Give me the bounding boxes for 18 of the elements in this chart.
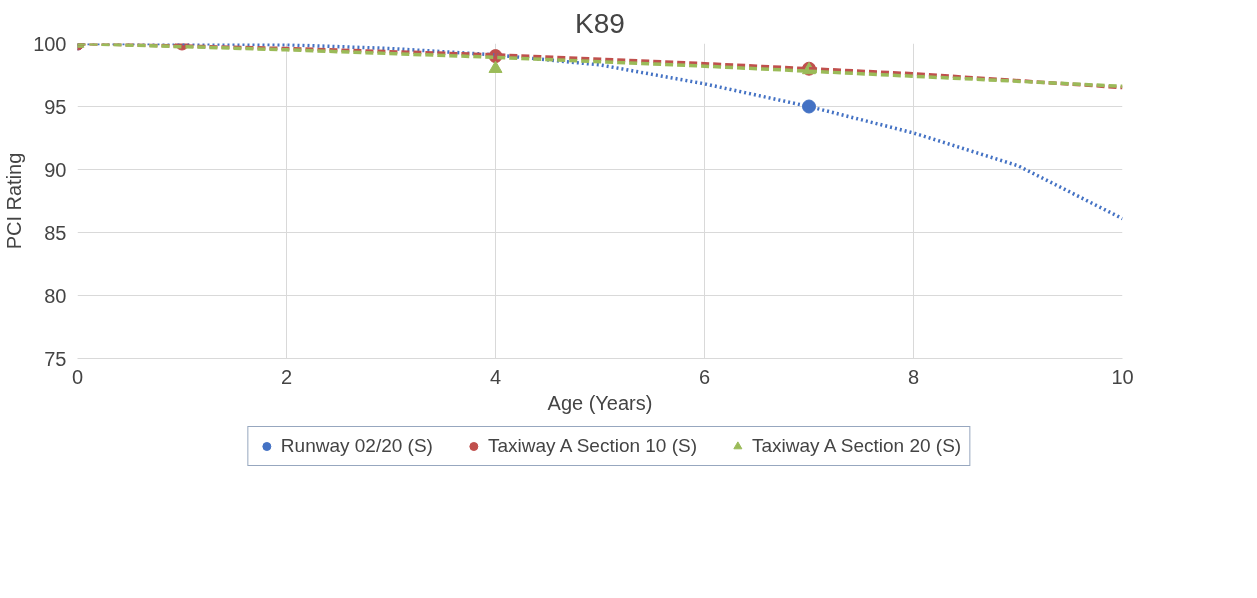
x-tick-label: 8 [907, 365, 920, 388]
y-tick-label: 75 [44, 347, 67, 370]
legend-label: Runway 02/20 (S) [280, 435, 433, 457]
y-axis-title: PCI Rating [3, 152, 26, 250]
y-tick-label: 85 [44, 221, 67, 244]
x-axis-title: Age (Years) [547, 391, 653, 414]
x-tick-label: 4 [489, 365, 502, 388]
legend-label: Taxiway A Section 20 (S) [752, 435, 962, 457]
y-tick-label: 100 [33, 32, 67, 55]
y-tick-label: 95 [44, 95, 67, 118]
y-tick-label: 90 [44, 158, 67, 181]
y-tick-label: 80 [44, 284, 67, 307]
x-tick-label: 10 [1111, 365, 1134, 388]
x-tick-label: 6 [698, 365, 711, 388]
chart-title: K89 [575, 7, 625, 39]
x-tick-label: 0 [71, 365, 84, 388]
x-tick-label: 2 [280, 365, 293, 388]
legend-label: Taxiway A Section 10 (S) [487, 435, 698, 457]
